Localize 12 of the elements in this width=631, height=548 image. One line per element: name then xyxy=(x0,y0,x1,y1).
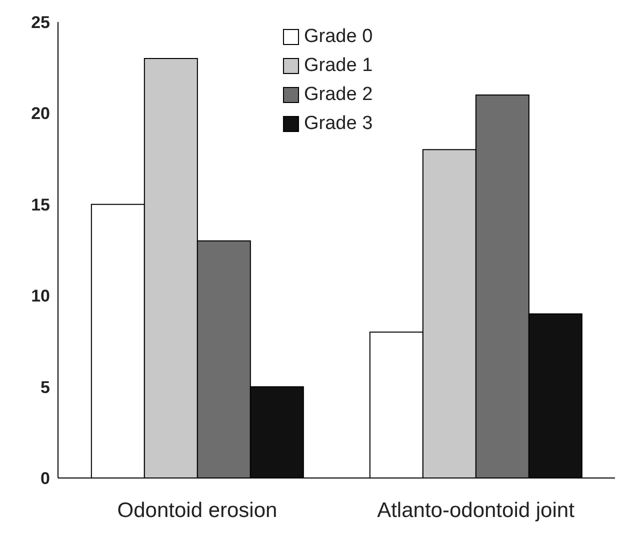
y-tick-label: 25 xyxy=(31,13,50,32)
legend-label: Grade 2 xyxy=(304,84,373,106)
y-tick-label: 15 xyxy=(31,195,50,214)
legend-label: Grade 1 xyxy=(304,54,373,76)
x-tick-label: Odontoid erosion xyxy=(117,498,278,522)
legend-label: Grade 3 xyxy=(304,112,373,134)
x-tick-label: Atlanto-odontoid joint xyxy=(377,498,575,522)
y-tick-label: 10 xyxy=(31,286,50,306)
y-tick-label: 20 xyxy=(31,104,50,124)
y-tick-label: 5 xyxy=(40,378,50,397)
legend-label: Grade 0 xyxy=(304,26,373,48)
y-tick-label: 0 xyxy=(40,469,50,488)
